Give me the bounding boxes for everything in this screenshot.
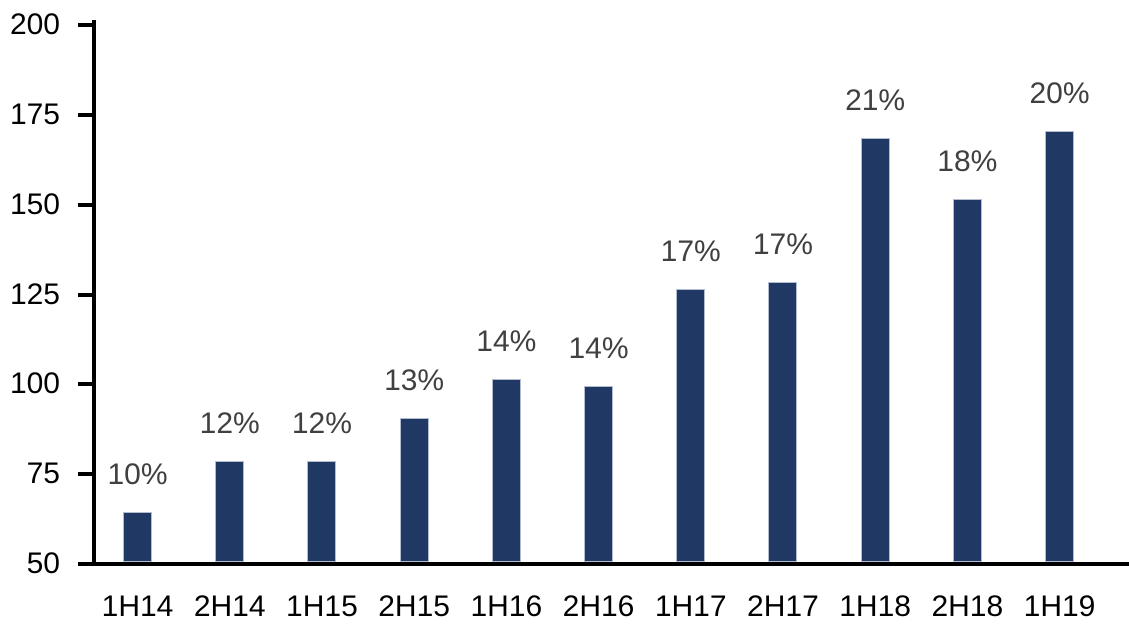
bar-1H17 [676, 288, 706, 562]
y-tick-mark [78, 472, 92, 477]
bar-value-label: 20% [1029, 76, 1090, 110]
bar-value-label: 17% [660, 234, 721, 268]
y-tick-label: 50 [26, 547, 60, 580]
bar-value-label: 14% [476, 324, 537, 358]
bar-value-label: 14% [568, 331, 629, 365]
x-axis-line [78, 562, 1129, 566]
x-tick-label: 2H18 [931, 590, 1004, 623]
bar-value-label: 17% [752, 227, 813, 261]
x-tick-label: 1H17 [654, 590, 727, 623]
y-tick-mark [78, 202, 92, 207]
bar-1H15 [307, 461, 337, 562]
x-tick-label: 1H18 [839, 590, 911, 623]
x-tick-label: 1H19 [1023, 590, 1096, 623]
bar-value-label: 12% [291, 407, 352, 441]
bar-1H16 [491, 378, 521, 562]
y-tick-label: 200 [9, 8, 60, 41]
x-tick-label: 1H15 [286, 590, 358, 623]
bar-1H19 [1045, 130, 1074, 562]
y-tick-mark [78, 562, 92, 566]
bar-1H14 [123, 511, 152, 562]
bar-value-label: 21% [845, 83, 906, 117]
y-axis-line [92, 20, 96, 566]
x-tick-label: 2H14 [193, 590, 266, 623]
y-tick-label: 100 [9, 367, 60, 401]
y-tick-label: 75 [26, 457, 60, 491]
bar-1H18 [860, 137, 890, 562]
y-tick-label: 150 [9, 187, 60, 221]
x-tick-label: 2H16 [562, 590, 635, 623]
y-tick-mark [78, 23, 92, 27]
x-tick-label: 2H15 [378, 590, 450, 623]
bar-2H17 [768, 281, 798, 562]
bar-value-label: 10% [107, 457, 168, 491]
y-tick-label: 175 [9, 97, 60, 131]
y-tick-label: 125 [9, 277, 60, 311]
bar-2H16 [584, 385, 613, 562]
x-tick-label: 1H16 [470, 590, 543, 623]
x-tick-label: 2H17 [747, 590, 819, 623]
x-tick-label: 1H14 [101, 590, 174, 623]
bar-2H15 [399, 418, 429, 562]
y-tick-mark [78, 112, 92, 117]
bar-value-label: 18% [937, 145, 998, 179]
bar-value-label: 12% [199, 407, 260, 441]
bar-2H18 [952, 199, 982, 562]
y-tick-mark [78, 292, 92, 297]
y-tick-mark [78, 382, 92, 387]
bar-value-label: 13% [384, 364, 445, 398]
bar-2H14 [215, 461, 245, 562]
